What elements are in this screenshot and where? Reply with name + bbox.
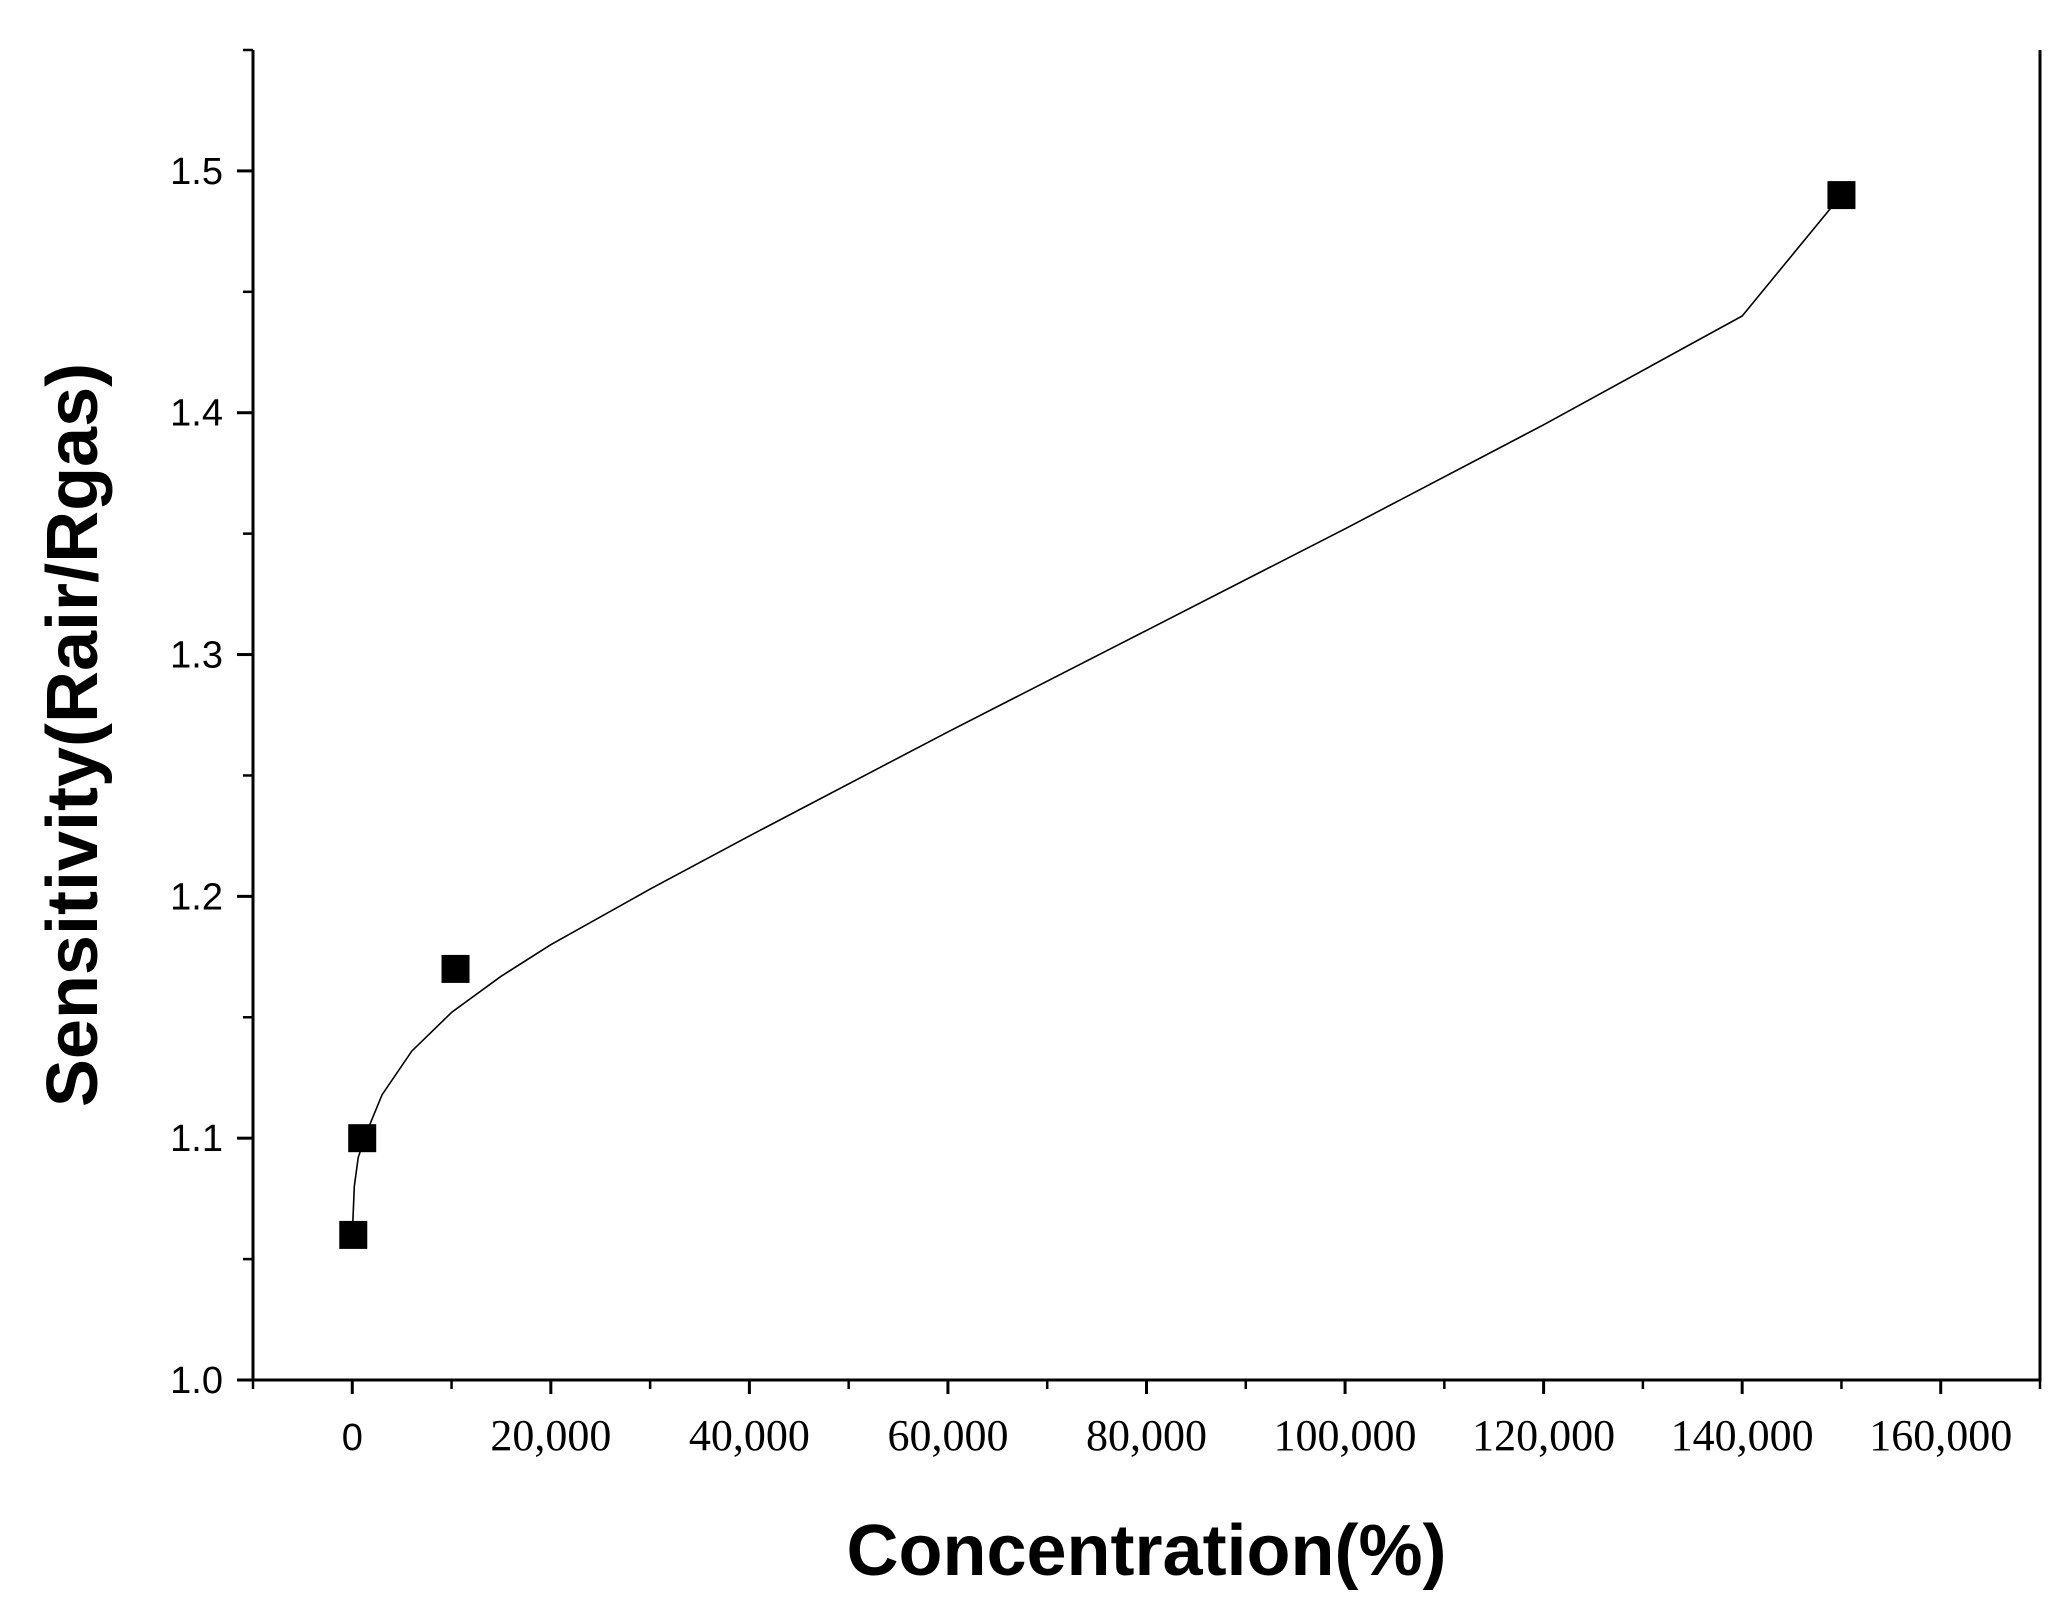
x-tick-label: 120,000 bbox=[1472, 1411, 1615, 1460]
y-tick-label: 1.4 bbox=[170, 393, 223, 435]
y-tick-label: 1.5 bbox=[170, 151, 223, 193]
y-tick-label: 1.1 bbox=[170, 1118, 223, 1160]
x-tick-label: 60,000 bbox=[887, 1411, 1008, 1460]
data-point-marker bbox=[1827, 181, 1856, 210]
fit-curve-group bbox=[351, 194, 1843, 1235]
plot-frame bbox=[251, 50, 2042, 1382]
data-point-marker bbox=[441, 954, 470, 983]
x-tick-label: 140,000 bbox=[1671, 1411, 1814, 1460]
fit-curve bbox=[351, 194, 1843, 1235]
x-tick-label: 20,000 bbox=[490, 1411, 611, 1460]
data-points bbox=[339, 181, 1856, 1249]
x-tick-label: 160,000 bbox=[1869, 1411, 2012, 1460]
tick-labels: 0 20,000 40,000 60,000 80,000 100,000 120,000 1… bbox=[170, 151, 2012, 1460]
x-tick-label: 100,000 bbox=[1274, 1411, 1417, 1460]
x-tick-label: 0 bbox=[342, 1417, 363, 1459]
y-tick-label: 1.0 bbox=[170, 1360, 223, 1402]
x-axis-title: Concentration(%) bbox=[847, 1511, 1447, 1591]
data-point-marker bbox=[348, 1124, 377, 1153]
y-tick-label: 1.3 bbox=[170, 635, 223, 677]
y-axis-title: Sensitivity(Rair/Rgas) bbox=[33, 363, 113, 1107]
y-tick-label: 1.2 bbox=[170, 876, 223, 918]
axes bbox=[251, 50, 2042, 1382]
ticks bbox=[237, 48, 2042, 1394]
x-tick-label: 80,000 bbox=[1086, 1411, 1207, 1460]
data-point-marker bbox=[339, 1220, 368, 1249]
x-tick-label: 40,000 bbox=[689, 1411, 810, 1460]
